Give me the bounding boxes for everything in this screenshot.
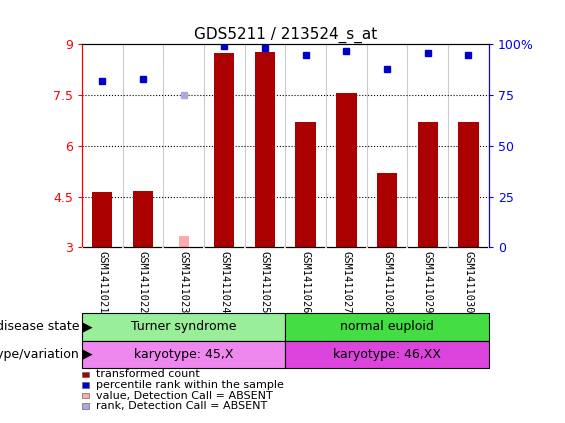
Text: transformed count: transformed count bbox=[96, 369, 200, 379]
Text: GSM1411029: GSM1411029 bbox=[423, 251, 433, 313]
Text: GSM1411022: GSM1411022 bbox=[138, 251, 148, 313]
Bar bbox=[133, 191, 153, 247]
Text: GSM1411028: GSM1411028 bbox=[382, 251, 392, 313]
Text: karyotype: 46,XX: karyotype: 46,XX bbox=[333, 348, 441, 361]
Title: GDS5211 / 213524_s_at: GDS5211 / 213524_s_at bbox=[194, 27, 377, 43]
Bar bbox=[179, 236, 189, 247]
Bar bbox=[214, 53, 234, 247]
Bar bbox=[285, 341, 489, 368]
Text: GSM1411027: GSM1411027 bbox=[341, 251, 351, 313]
Bar bbox=[92, 192, 112, 247]
Bar bbox=[377, 173, 397, 247]
Text: percentile rank within the sample: percentile rank within the sample bbox=[96, 380, 284, 390]
Text: disease state: disease state bbox=[0, 320, 79, 333]
Text: GSM1411021: GSM1411021 bbox=[97, 251, 107, 313]
Text: genotype/variation: genotype/variation bbox=[0, 348, 79, 361]
Bar bbox=[418, 121, 438, 247]
Bar bbox=[82, 341, 285, 368]
Bar bbox=[295, 121, 316, 247]
Bar bbox=[82, 313, 285, 341]
Text: GSM1411024: GSM1411024 bbox=[219, 251, 229, 313]
Text: ▶: ▶ bbox=[79, 348, 93, 361]
Bar bbox=[336, 93, 357, 247]
Text: Turner syndrome: Turner syndrome bbox=[131, 320, 236, 333]
Text: GSM1411026: GSM1411026 bbox=[301, 251, 311, 313]
Bar bbox=[255, 52, 275, 247]
Text: value, Detection Call = ABSENT: value, Detection Call = ABSENT bbox=[96, 390, 273, 401]
Text: normal euploid: normal euploid bbox=[340, 320, 434, 333]
Text: ▶: ▶ bbox=[79, 320, 93, 333]
Text: GSM1411025: GSM1411025 bbox=[260, 251, 270, 313]
Bar bbox=[458, 121, 479, 247]
Bar bbox=[285, 313, 489, 341]
Text: karyotype: 45,X: karyotype: 45,X bbox=[134, 348, 233, 361]
Text: GSM1411030: GSM1411030 bbox=[463, 251, 473, 313]
Text: GSM1411023: GSM1411023 bbox=[179, 251, 189, 313]
Text: rank, Detection Call = ABSENT: rank, Detection Call = ABSENT bbox=[96, 401, 267, 411]
